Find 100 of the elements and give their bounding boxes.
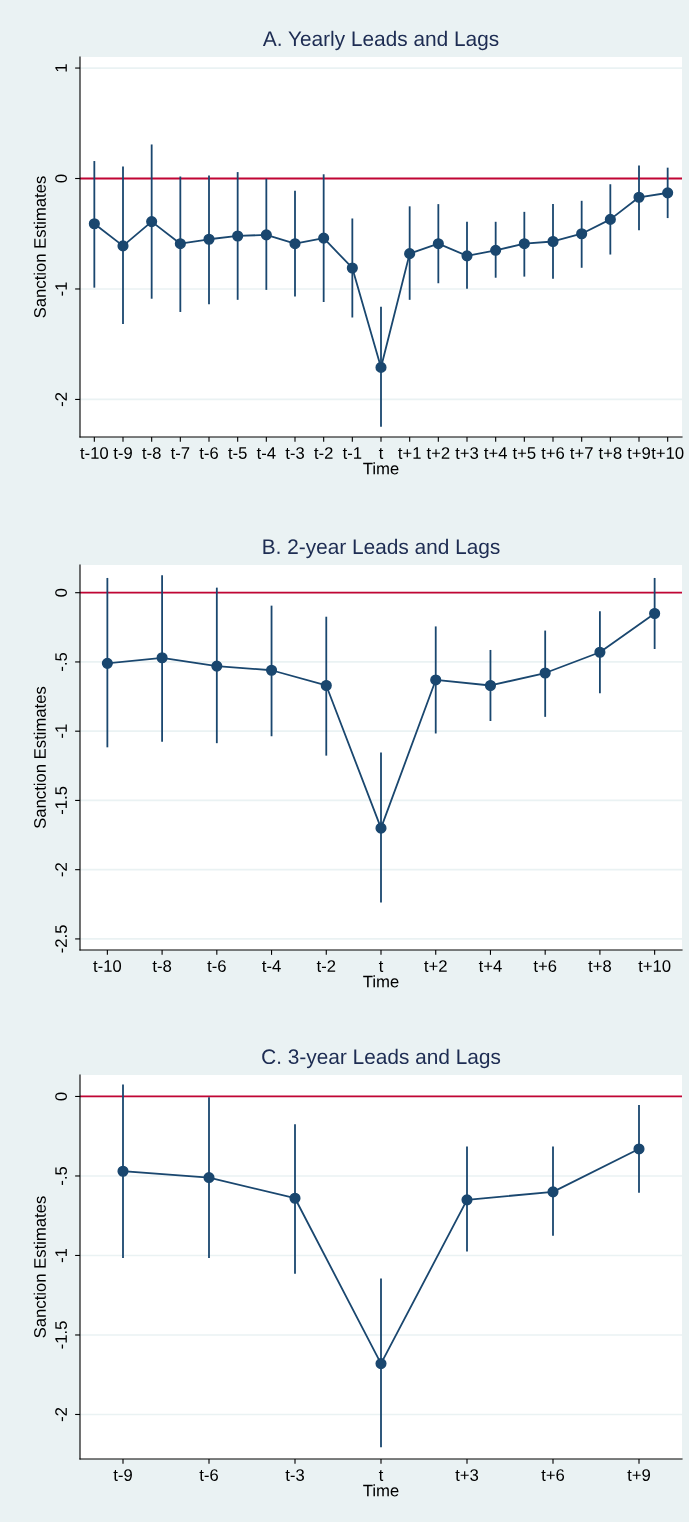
x-tick-label: t-6: [199, 447, 218, 459]
y-tick-label: 1: [55, 64, 67, 72]
y-tick-label: 0: [55, 588, 67, 597]
y-tick-label: 0: [55, 1092, 67, 1101]
chart-title: B. 2-year Leads and Lags: [263, 538, 500, 559]
x-tick-label: t-6: [199, 1469, 218, 1481]
y-tick-label: -1: [55, 724, 67, 738]
chart-title: A. Yearly Leads and Lags: [262, 30, 499, 51]
x-axis-title: Time: [363, 1484, 399, 1497]
x-tick-label: t+4: [478, 960, 502, 972]
x-tick-label: t+6: [541, 447, 565, 459]
point: [649, 607, 661, 620]
y-axis-title: Sanction Estimates: [33, 1196, 46, 1338]
x-tick-label: t+6: [533, 960, 557, 972]
point: [346, 262, 358, 274]
point: [576, 228, 588, 240]
x-tick-label: t-8: [142, 447, 161, 459]
point: [547, 1186, 559, 1198]
point: [461, 1194, 473, 1206]
x-tick-label: t+7: [570, 447, 593, 459]
point: [289, 238, 301, 250]
point: [547, 235, 559, 248]
y-tick-label: -2: [55, 392, 67, 407]
x-tick-label: t-6: [207, 960, 226, 972]
point: [117, 240, 129, 252]
point: [117, 1165, 129, 1177]
x-tick-label: t-5: [228, 447, 247, 459]
point: [88, 218, 100, 230]
x-tick-label: t+1: [398, 447, 421, 459]
y-tick-label: -.5: [55, 1166, 67, 1185]
x-tick-label: t-3: [285, 447, 304, 459]
x-tick-label: t+8: [598, 447, 622, 459]
x-tick-label: t+10: [638, 960, 671, 972]
point: [318, 232, 330, 244]
point: [211, 660, 223, 672]
point: [404, 248, 416, 260]
x-tick-label: t-4: [256, 447, 276, 459]
y-tick-label: -2: [55, 863, 67, 877]
x-tick-label: t+10: [651, 447, 684, 459]
y-axis-title: Sanction Estimates: [33, 686, 46, 829]
x-tick-label: t-1: [342, 447, 362, 459]
x-tick-label: t+6: [541, 1469, 565, 1481]
x-tick-label: t-7: [170, 447, 190, 459]
x-tick-label: t+5: [512, 447, 536, 459]
point: [203, 1172, 215, 1184]
x-tick-label: t: [378, 1470, 384, 1481]
x-tick-label: t: [378, 448, 384, 459]
x-tick-label: t+3: [455, 447, 479, 459]
point: [174, 238, 186, 250]
y-tick-label: -2.5: [55, 925, 67, 953]
x-tick-label: t+4: [484, 447, 507, 459]
x-tick-label: t: [378, 961, 384, 972]
x-tick-label: t-8: [152, 960, 172, 972]
x-tick-label: t-3: [285, 1469, 304, 1481]
y-tick-label: -1.5: [55, 1321, 67, 1349]
x-axis-title: Time: [363, 975, 399, 988]
point: [265, 664, 278, 676]
point: [484, 679, 497, 692]
y-tick-label: -.5: [55, 652, 67, 671]
y-axis-title: Sanction Estimates: [33, 176, 46, 318]
point: [594, 646, 606, 658]
y-tick-label: -1: [55, 1248, 67, 1263]
x-tick-label: t-2: [316, 960, 336, 972]
x-tick-label: t-2: [314, 447, 333, 459]
y-tick-label: -1: [55, 282, 67, 296]
point: [430, 674, 442, 686]
point: [375, 361, 387, 373]
x-tick-label: t+2: [424, 960, 447, 972]
x-tick-label: t+3: [455, 1469, 479, 1481]
x-tick-label: t-4: [262, 960, 281, 972]
y-tick-label: -1.5: [55, 786, 67, 815]
point: [604, 213, 616, 225]
y-tick-label: 0: [55, 174, 67, 183]
point: [539, 667, 551, 679]
x-tick-label: t-10: [93, 960, 122, 972]
x-axis-title: Time: [363, 462, 399, 475]
point: [490, 244, 502, 256]
point: [518, 238, 530, 250]
x-tick-label: t+9: [627, 1469, 651, 1481]
point: [156, 652, 168, 664]
point: [375, 1358, 387, 1370]
point: [232, 230, 244, 242]
x-tick-label: t-9: [113, 1469, 132, 1481]
point: [662, 187, 674, 199]
point: [146, 216, 158, 228]
point: [432, 238, 444, 250]
point: [461, 250, 473, 262]
x-tick-label: t-9: [113, 447, 132, 459]
point: [633, 1143, 645, 1155]
x-tick-label: t+8: [588, 960, 611, 972]
x-tick-label: t+9: [627, 447, 651, 459]
point: [260, 229, 272, 241]
x-tick-label: t-10: [80, 447, 109, 459]
point: [203, 233, 215, 245]
point: [320, 679, 332, 692]
point: [289, 1192, 301, 1204]
point: [633, 191, 645, 203]
y-tick-label: -2: [55, 1407, 67, 1422]
point: [101, 657, 113, 669]
point: [375, 822, 387, 834]
